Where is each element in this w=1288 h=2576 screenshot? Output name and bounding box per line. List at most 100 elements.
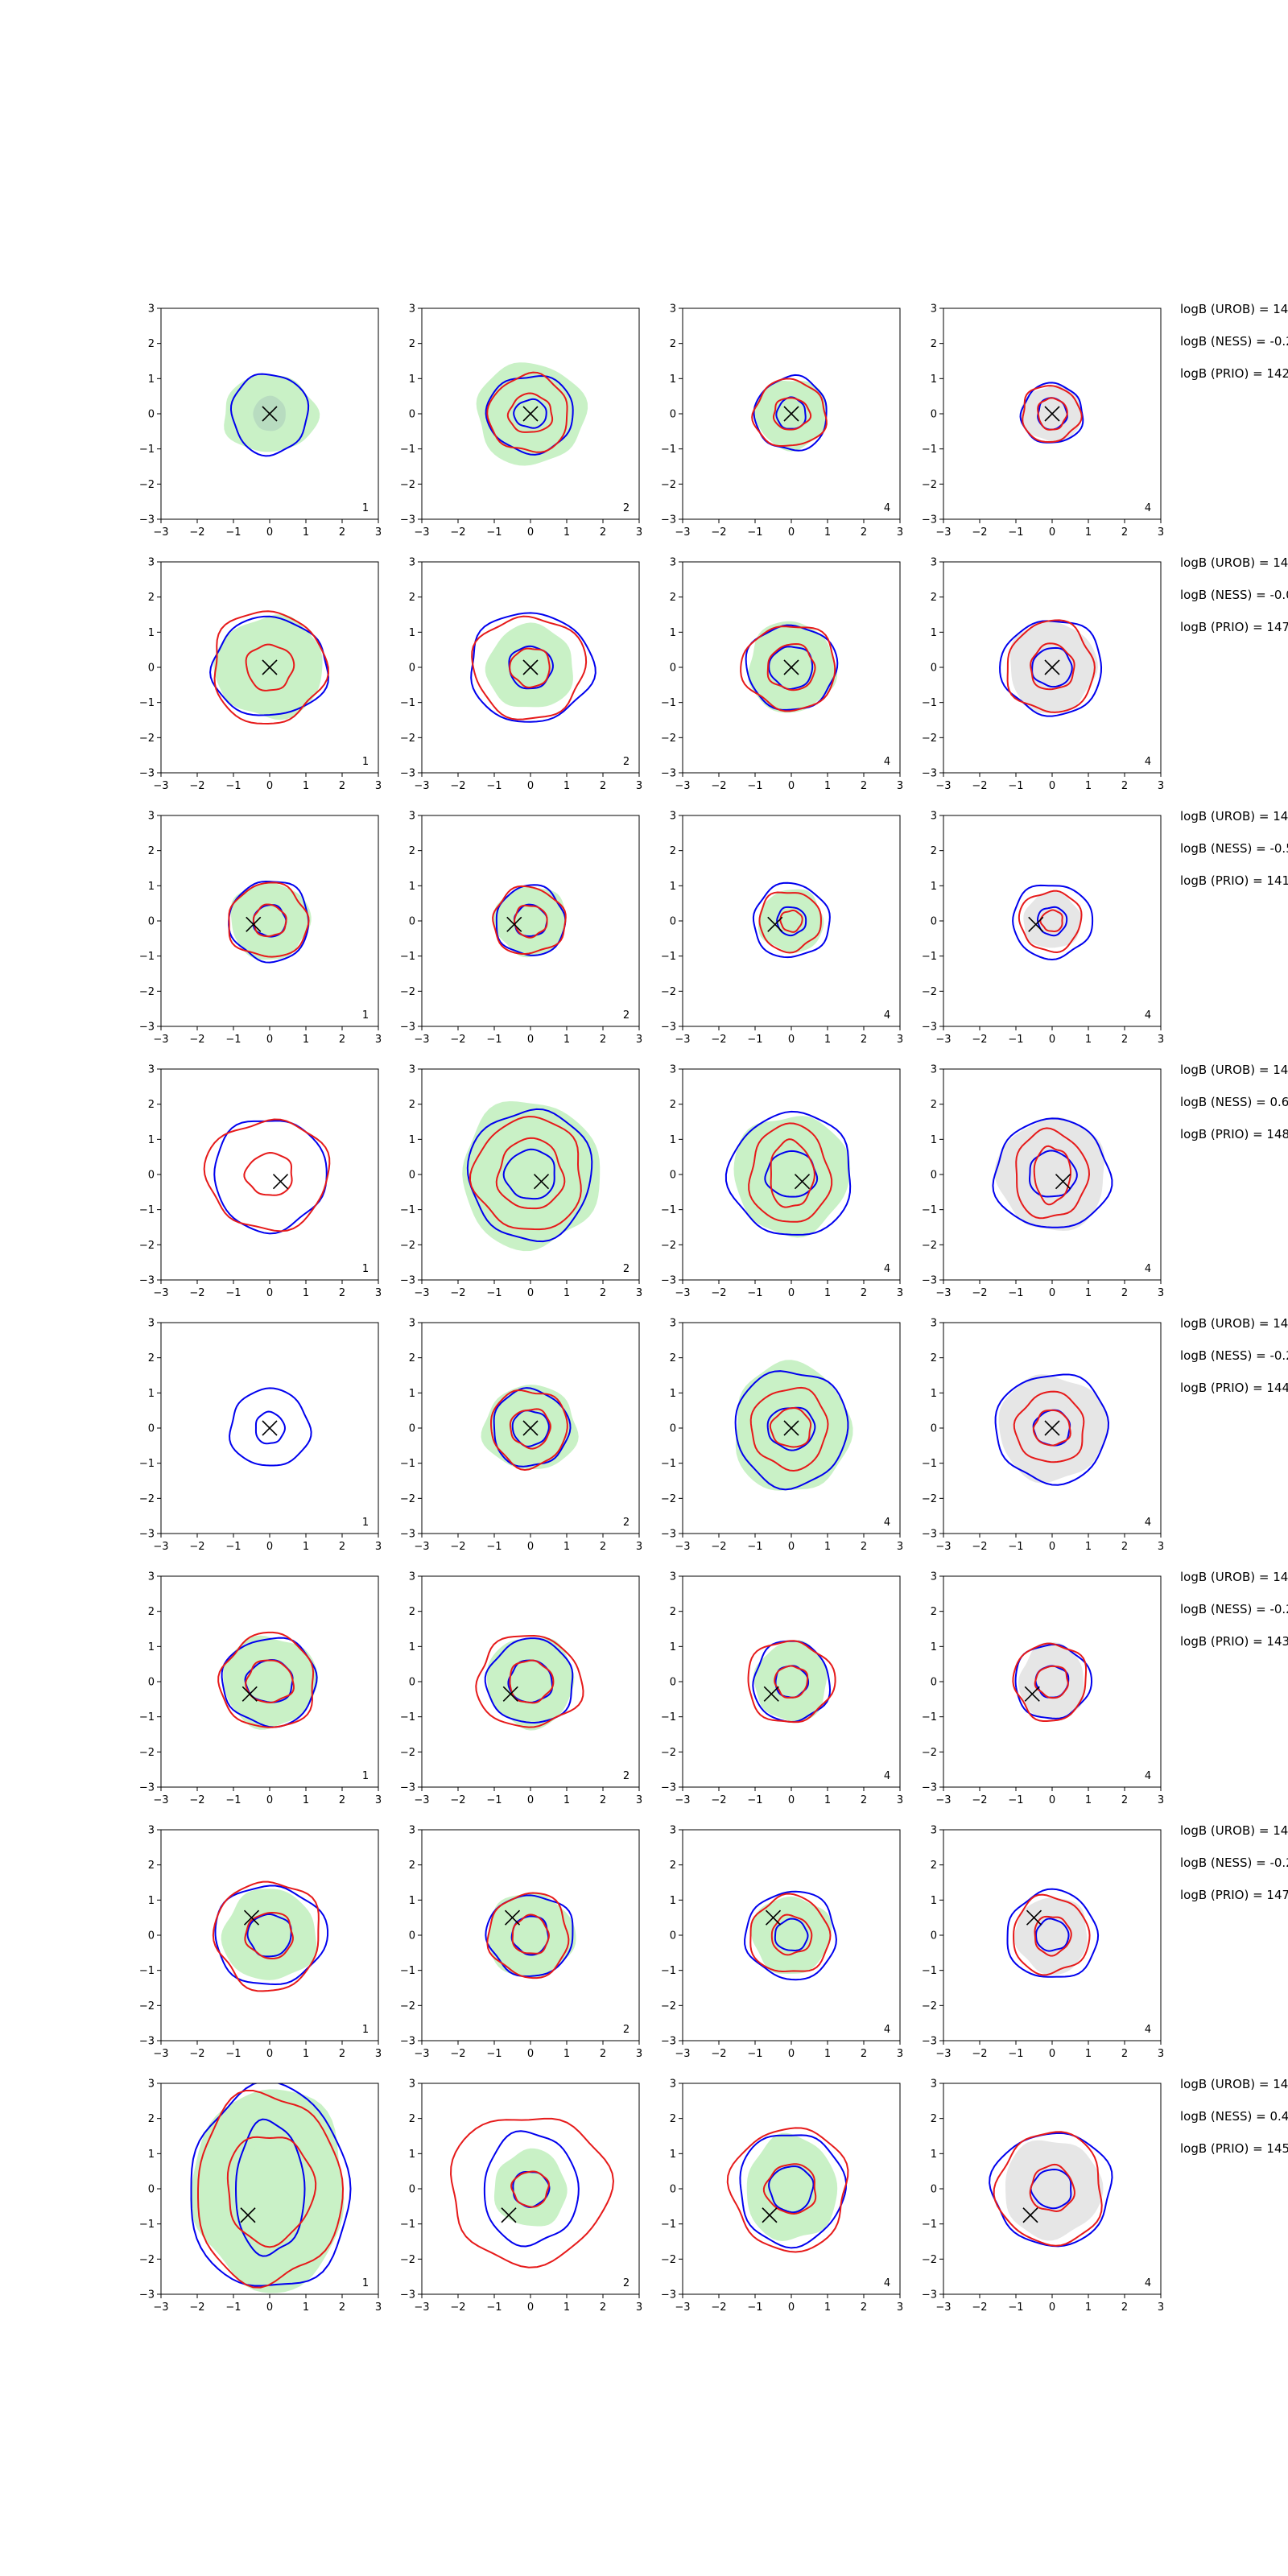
y-tick-label: 1 [148,2149,155,2161]
x-tick-label: 1 [303,2048,309,2060]
y-tick-label: −3 [400,514,415,526]
plot-area [203,1118,331,1235]
contour-blue [764,1150,819,1198]
y-tick-label: 3 [931,303,937,316]
contour-red [749,1386,829,1472]
plot-area [224,373,320,457]
contour-red [226,2136,317,2248]
y-tick-label: −3 [139,1275,155,1287]
y-tick-label: −1 [922,1711,937,1724]
panel-corner-label: 4 [1145,2024,1151,2036]
y-tick-label: 2 [670,1352,676,1364]
panel-corner-label: 1 [362,1263,369,1275]
y-tick-label: −1 [661,1204,676,1216]
y-tick-label: −2 [661,1747,676,1759]
x-tick-label: 1 [564,1794,570,1806]
x-tick-label: −1 [225,526,241,539]
panel-corner-label: 2 [623,2024,630,2036]
y-tick-label: −1 [661,951,676,963]
y-tick-label: −1 [661,2219,676,2231]
y-tick-label: 0 [931,663,937,675]
x-tick-label: 1 [303,526,309,539]
y-tick-label: 2 [670,1099,676,1111]
x-tick-label: −3 [935,1794,951,1806]
y-tick-label: 1 [148,627,155,639]
y-tick-label: 3 [148,1318,155,1330]
y-tick-label: 3 [148,557,155,569]
contour-blue [1031,646,1073,688]
y-tick-label: 2 [409,1860,415,1872]
x-tick-label: 0 [788,1794,795,1806]
true-point-marker [783,1420,799,1436]
plot-area [212,1880,329,1992]
mass-core [510,1660,550,1703]
plot-area [1019,382,1084,444]
x-tick-label: 3 [636,526,642,539]
x-tick-label: 1 [564,526,570,539]
x-tick-label: −3 [935,1034,951,1046]
x-tick-label: 3 [636,780,642,792]
x-tick-label: 3 [1158,526,1164,539]
y-tick-label: −1 [922,1204,937,1216]
panel-corner-label: 2 [623,1009,630,1022]
y-tick-label: 1 [409,1641,415,1653]
y-tick-label: 0 [148,409,155,421]
true-point-marker [504,1909,521,1926]
true-point-marker [1026,1909,1042,1926]
row-annotation: logB (PRIO) = 1433 [1180,1634,1288,1649]
plot-area [1006,1888,1100,1978]
x-tick-label: −1 [747,1034,762,1046]
y-tick-label: 1 [931,627,937,639]
y-tick-label: −2 [922,733,937,745]
x-tick-label: 2 [600,1287,606,1299]
x-tick-label: 3 [1158,2048,1164,2060]
plot-area [476,362,588,466]
x-tick-label: 2 [1121,1541,1128,1553]
x-tick-label: 1 [824,1034,831,1046]
contour-red [1015,1127,1091,1220]
y-tick-label: 3 [409,2079,415,2091]
y-tick-label: −3 [922,2036,937,2048]
x-tick-label: −2 [189,2301,204,2314]
contour-red [510,2170,550,2208]
x-tick-label: 0 [788,780,795,792]
y-tick-label: 2 [670,2113,676,2125]
panel-corner-label: 4 [1145,1009,1151,1022]
true-point-marker [243,1909,260,1926]
row-annotation: logB (NESS) = -0.55 [1180,841,1288,856]
true-point-marker [533,1174,550,1190]
x-tick-label: −1 [225,1541,241,1553]
x-tick-label: 1 [824,780,831,792]
true-point-marker [762,2207,778,2223]
plot-area [470,612,597,723]
contour-red [1033,1145,1072,1206]
x-tick-label: 2 [1121,1287,1128,1299]
contour-red [471,615,588,720]
y-tick-label: 3 [931,1825,937,1837]
contour-red [747,1640,836,1724]
x-tick-label: 2 [1121,780,1128,792]
y-tick-label: 0 [931,1677,937,1689]
true-point-marker [240,2207,256,2223]
row-annotation: logB (NESS) = 0.66 [1180,1095,1288,1109]
y-tick-label: 1 [670,1895,676,1907]
x-tick-label: −1 [1008,2048,1023,2060]
x-tick-label: 2 [861,1794,867,1806]
y-tick-label: 1 [670,1641,676,1653]
plot-area [217,1631,318,1730]
contour-blue [1006,1888,1100,1978]
y-tick-label: 1 [670,1134,676,1146]
x-tick-label: −2 [450,1034,465,1046]
contour-red [1013,1893,1091,1976]
y-tick-label: −2 [922,479,937,491]
y-tick-label: 1 [670,374,676,386]
y-tick-label: 0 [931,1170,937,1182]
y-tick-label: −3 [139,1022,155,1034]
true-point-marker [794,1174,811,1190]
x-tick-label: −1 [486,1794,502,1806]
y-tick-label: 0 [409,663,415,675]
x-tick-label: 2 [339,2301,345,2314]
